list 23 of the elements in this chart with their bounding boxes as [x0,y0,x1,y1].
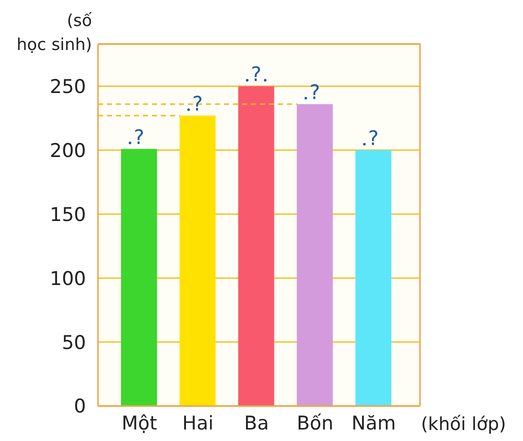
y-tick-label: 250 [50,76,86,98]
data-label: ? [309,80,320,104]
x-tick-label: Hai [182,412,214,434]
bar [355,150,392,406]
y-tick-label: 200 [50,140,86,162]
x-tick-label: Bốn [296,412,334,434]
x-axis-title: (khối lớp) [421,414,506,435]
data-label: ? [250,62,262,86]
bar [121,148,157,406]
data-label: ? [368,126,379,150]
y-tick-label: 0 [74,396,86,418]
data-label: ? [192,92,203,116]
x-tick-label: Ba [244,412,269,434]
y-tick-label: 50 [62,332,86,354]
x-tick-label: Năm [352,412,396,434]
bar [180,116,216,406]
y-tick-label: 150 [50,204,86,226]
bar [238,86,274,406]
y-axis-title: (số học sinh) [16,11,92,54]
x-tick-label: Một [122,412,158,434]
data-label: ? [134,124,144,149]
bar [296,104,333,406]
y-tick-label: 100 [50,268,86,290]
